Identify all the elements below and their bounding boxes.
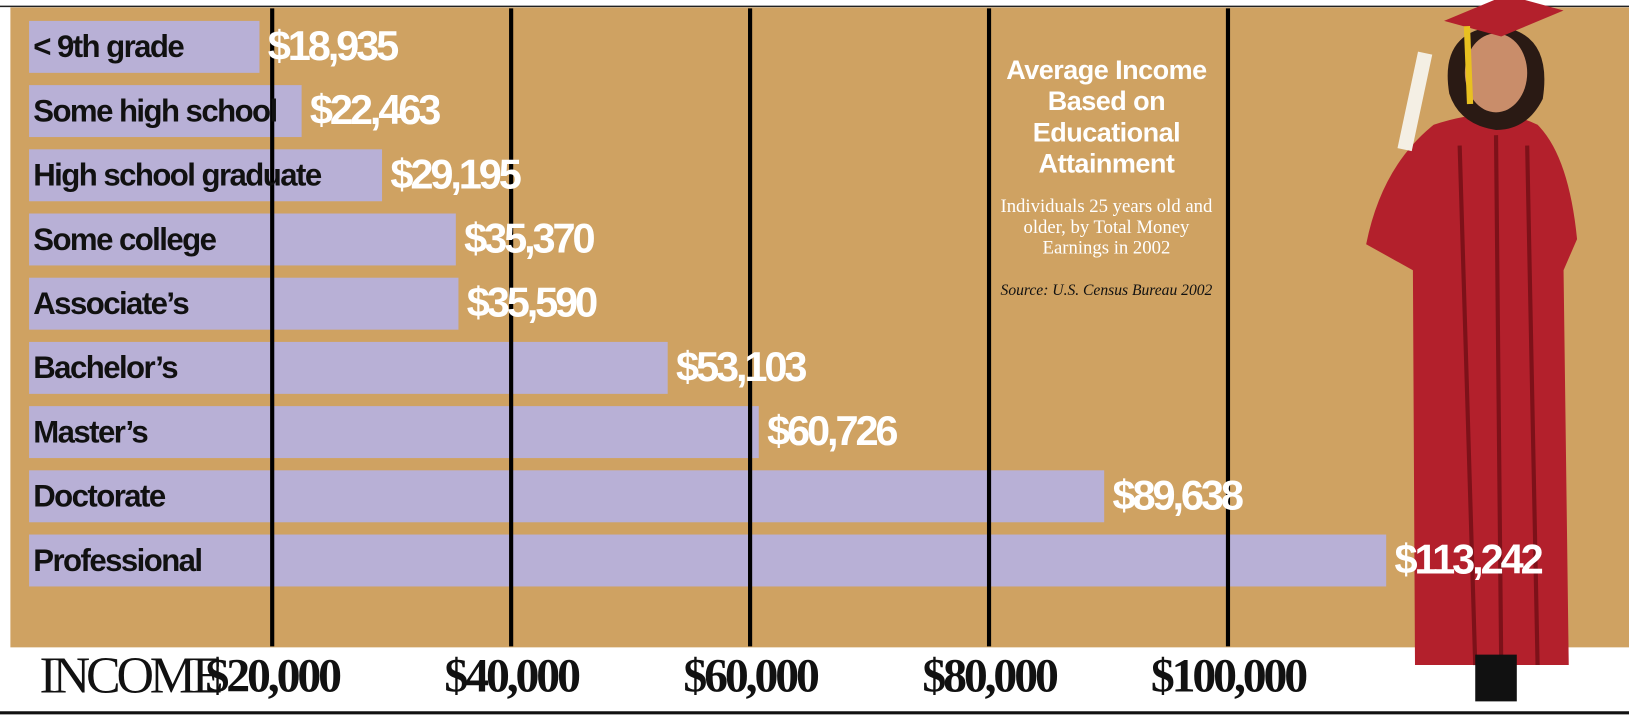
- value-label: $35,370: [464, 215, 594, 262]
- value-label: $18,935: [268, 22, 398, 69]
- title-box: Average Income Based on Educational Atta…: [992, 54, 1221, 189]
- source-box: Source: U.S. Census Bureau 2002: [982, 283, 1231, 310]
- category-label: High school graduate: [33, 158, 322, 193]
- value-label: $60,726: [767, 407, 897, 454]
- value-label: $22,463: [310, 86, 440, 133]
- chart: Average Income Based on Educational Atta…: [0, 0, 1629, 715]
- category-label: Associate’s: [33, 286, 189, 321]
- x-tick-label: $60,000: [683, 650, 819, 703]
- category-label: Some college: [33, 222, 216, 257]
- category-label: Professional: [33, 543, 201, 578]
- chart-title: Average Income Based on Educational Atta…: [992, 54, 1221, 179]
- category-label: Doctorate: [33, 479, 166, 514]
- category-label: < 9th grade: [33, 29, 184, 64]
- category-label: Master’s: [33, 414, 148, 449]
- value-label: $35,590: [467, 279, 597, 326]
- category-label: Bachelor’s: [33, 350, 178, 385]
- x-tick-label: $80,000: [922, 650, 1058, 703]
- chart-subtitle: Individuals 25 years old and older, by T…: [992, 195, 1221, 257]
- category-label: Some high school: [33, 93, 276, 128]
- bar: [29, 535, 1386, 587]
- value-label: $53,103: [676, 343, 806, 390]
- value-label: $89,638: [1112, 471, 1242, 518]
- x-axis-label: INCOME: [39, 648, 221, 705]
- chart-source: Source: U.S. Census Bureau 2002: [982, 283, 1231, 301]
- x-tick-label: $20,000: [205, 650, 341, 703]
- page: Average Income Based on Educational Atta…: [0, 0, 1629, 715]
- bar: [29, 470, 1104, 522]
- x-tick-label: $40,000: [444, 650, 580, 703]
- value-label: $29,195: [390, 150, 520, 197]
- x-tick-label: $100,000: [1151, 650, 1307, 703]
- subtitle-box: Individuals 25 years old and older, by T…: [992, 195, 1221, 268]
- value-label: $113,242: [1395, 536, 1543, 583]
